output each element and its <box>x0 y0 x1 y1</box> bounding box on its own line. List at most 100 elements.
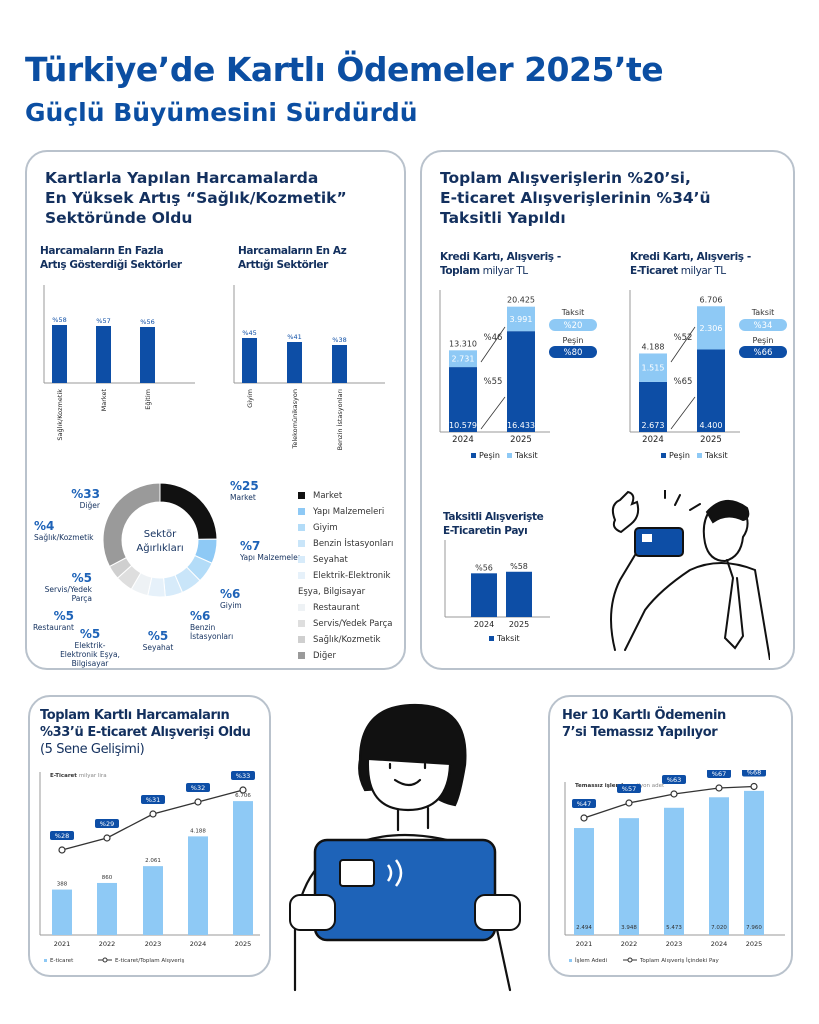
bar-label: 7.020 <box>711 925 727 931</box>
legend-label: Toplam Alışveriş İçindeki Pay <box>639 957 719 964</box>
growth-arrow <box>480 326 506 363</box>
slice-label: Yapı Malzemeleri <box>239 553 300 562</box>
bar <box>52 325 67 383</box>
heading-line: Sektöründe Oldu <box>45 209 193 228</box>
category-label: 2021 <box>576 940 593 948</box>
legend-label: E-ticaret <box>50 958 74 964</box>
share-value: %66 <box>754 348 773 358</box>
heading-line: %33’ü E-ticaret Alışverişi Oldu <box>40 724 251 740</box>
line-badge <box>707 770 731 778</box>
line-badge <box>742 770 766 777</box>
heading-line: E-Ticaretin Payı <box>443 525 528 538</box>
bar-label: 2.061 <box>145 858 161 864</box>
line-badge <box>572 799 596 808</box>
bar-label: 3.948 <box>621 925 637 931</box>
slice-value: %5 <box>72 571 92 585</box>
legend-label: Servis/Yedek Parça <box>313 619 393 629</box>
line-point <box>580 814 588 822</box>
line-point <box>625 799 633 807</box>
heading-line: Kredi Kartı, Alışveriş - <box>440 251 561 263</box>
contactless-chart: Temassız işlemler milyon adet 2.494 2021 3.… <box>564 770 785 964</box>
share-pill-pesin <box>549 346 597 358</box>
category-label: Giyim <box>246 389 254 408</box>
slice-label: Servis/Yedek <box>45 585 93 594</box>
share-value: %20 <box>564 321 583 331</box>
slice-label: Market <box>230 493 256 502</box>
slice-value: %33 <box>71 487 100 501</box>
slice-value: %5 <box>148 629 168 643</box>
line-point <box>670 790 678 798</box>
legend-swatch <box>298 652 305 659</box>
segment-label: 4.400 <box>700 421 723 430</box>
growth-arrow <box>480 396 506 430</box>
line-point <box>239 786 247 794</box>
legend-label: Peşin <box>669 451 690 460</box>
bar <box>188 836 208 935</box>
data-label: %56 <box>140 318 154 326</box>
bar-label: 860 <box>102 875 113 881</box>
legend-label: Diğer <box>313 651 337 661</box>
donut-legend: Market Yapı Malzemeleri Giyim Benzin İstasy… <box>298 488 398 664</box>
legend-item: Seyahat <box>298 552 398 568</box>
heading-line: Arttığı Sektörler <box>238 259 328 272</box>
share-pill-taksit <box>549 319 597 331</box>
share-value: %80 <box>564 348 583 358</box>
category-label: 2024 <box>452 435 474 445</box>
total-label: 13.310 <box>449 339 477 348</box>
line-badge <box>662 775 686 784</box>
slice-label: Elektronik Eşya, <box>60 650 120 659</box>
line-point <box>103 834 111 842</box>
category-label: 2024 <box>642 435 664 445</box>
line-badge <box>231 771 255 780</box>
legend-label: E-ticaret/Toplam Alışveriş <box>115 958 184 964</box>
bar <box>287 342 302 383</box>
legend-label: Restaurant <box>313 603 360 613</box>
slice-value: %7 <box>240 539 260 553</box>
growth-label: %65 <box>674 377 693 387</box>
bar-segment-taksit <box>449 350 477 368</box>
axis-title: E-Ticaret milyar lira <box>50 773 107 779</box>
bar-segment-peşin <box>697 349 725 432</box>
page-title-line2: Güçlü Büyümesini Sürdürdü <box>25 98 418 127</box>
data-label: %45 <box>242 329 256 337</box>
top-sectors-heading: Harcamaların En Fazla Artış Gösterdiği S… <box>40 244 182 272</box>
slice-value: %6 <box>220 587 240 601</box>
heading-line: Harcamaların En Fazla <box>40 245 164 257</box>
heading-bold: Toplam <box>440 265 480 278</box>
chip-icon <box>339 859 375 887</box>
donut-center-label: Sektör <box>144 529 177 540</box>
legend-label: Taksit <box>704 451 728 460</box>
cc-total-heading: Kredi Kartı, Alışveriş - Toplam milyar T… <box>440 250 561 278</box>
cc-ecom-heading: Kredi Kartı, Alışveriş - E-Ticaret milya… <box>630 250 751 278</box>
legend-swatch <box>298 524 305 531</box>
low-sectors-chart: %45 Giyim %41 Telekomünikasyon %38 Benzin İst… <box>233 285 385 450</box>
slice-label: Giyim <box>220 601 242 610</box>
legend-swatch <box>298 556 305 563</box>
category-label: 2025 <box>235 940 252 948</box>
share-label-taksit: Taksit <box>561 308 585 317</box>
line-badge <box>186 783 210 792</box>
line-point <box>194 798 202 806</box>
category-label: 2022 <box>621 940 638 948</box>
slice-label: Diğer <box>80 501 101 510</box>
category-label: Telekomünikasyon <box>291 389 299 450</box>
slice-label: Bilgisayar <box>72 659 110 668</box>
installment-share-chart: %56 2024 %58 2025 Taksit <box>444 540 550 643</box>
slice-label: Seyahat <box>143 643 174 652</box>
heading-unit: milyar TL <box>677 265 726 278</box>
bar-label: 4.188 <box>190 828 206 834</box>
legend-swatch <box>298 636 305 643</box>
legend-label: Yapı Malzemeleri <box>313 507 385 517</box>
segment-label: 2.306 <box>700 324 723 333</box>
heading-line: Her 10 Kartlı Ödemenin <box>562 708 726 723</box>
category-label: 2025 <box>510 435 532 445</box>
slice-value: %25 <box>230 479 259 493</box>
donut-center-label: Ağırlıkları <box>136 542 183 554</box>
heading-line: E-ticaret Alışverişlerinin %34’ü <box>440 189 711 208</box>
